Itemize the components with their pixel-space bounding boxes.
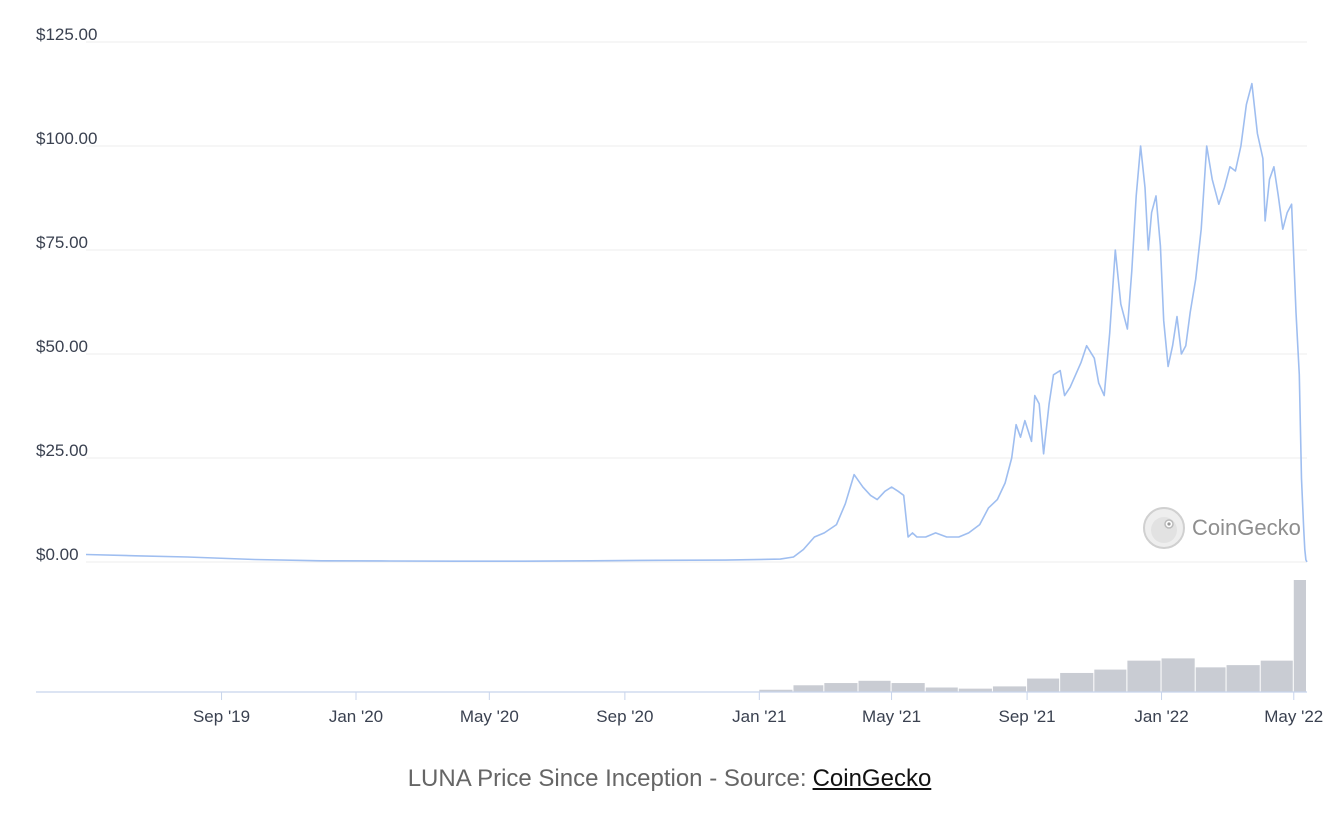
volume-bar [1127,660,1161,692]
volume-bar [1260,660,1293,692]
volume-bar [925,687,958,692]
volume-bar [1161,658,1195,692]
x-tick-label: May '20 [460,707,519,726]
y-axis-ticks: $0.00 $25.00 $50.00 $75.00 $100.00 $125.00 [36,25,97,564]
y-tick-label: $125.00 [36,25,97,44]
y-tick-label: $100.00 [36,129,97,148]
volume-bar [1060,672,1094,692]
x-tick-label: May '22 [1264,707,1323,726]
chart-svg: $0.00 $25.00 $50.00 $75.00 $100.00 $125.00 Se… [36,25,1323,726]
volume-bar [1226,665,1260,692]
y-tick-label: $50.00 [36,337,88,356]
gridlines [86,41,1307,563]
price-line [85,82,1308,563]
caption-text: LUNA Price Since Inception - Source: [407,764,807,792]
x-tick-label: Sep '20 [596,707,653,726]
price-series [85,82,1308,563]
volume-bar [793,685,824,692]
volume-bar [958,688,992,692]
volume-bar [1195,667,1226,692]
volume-bar [759,689,793,692]
x-axis: Sep '19 Jan '20 May '20 Sep '20 Jan '21 May '… [36,691,1323,726]
x-tick-label: Jan '20 [329,707,383,726]
caption: LUNA Price Since Inception - Source: Coi… [0,742,1339,815]
coingecko-watermark: CoinGecko [1142,506,1301,550]
x-tick-label: Jan '21 [732,707,786,726]
price-chart: $0.00 $25.00 $50.00 $75.00 $100.00 $125.00 Se… [36,25,1324,726]
volume-bars [759,580,1306,692]
source-link[interactable]: CoinGecko [812,764,932,792]
y-tick-label: $25.00 [36,441,88,460]
x-tick-label: Sep '21 [999,707,1056,726]
volume-bar [891,683,925,692]
x-tick-label: Jan '22 [1134,707,1188,726]
volume-bar [1293,580,1306,692]
watermark-label: CoinGecko [1192,515,1301,540]
y-tick-label: $0.00 [36,545,79,564]
y-tick-label: $75.00 [36,233,88,252]
x-tick-label: May '21 [862,707,921,726]
volume-bar [1094,669,1127,692]
volume-bar [824,683,858,692]
volume-bar [858,680,891,692]
gecko-logo-icon [1143,507,1185,549]
volume-bar [1027,678,1060,692]
x-tick-label: Sep '19 [193,707,250,726]
volume-bar [992,686,1027,692]
